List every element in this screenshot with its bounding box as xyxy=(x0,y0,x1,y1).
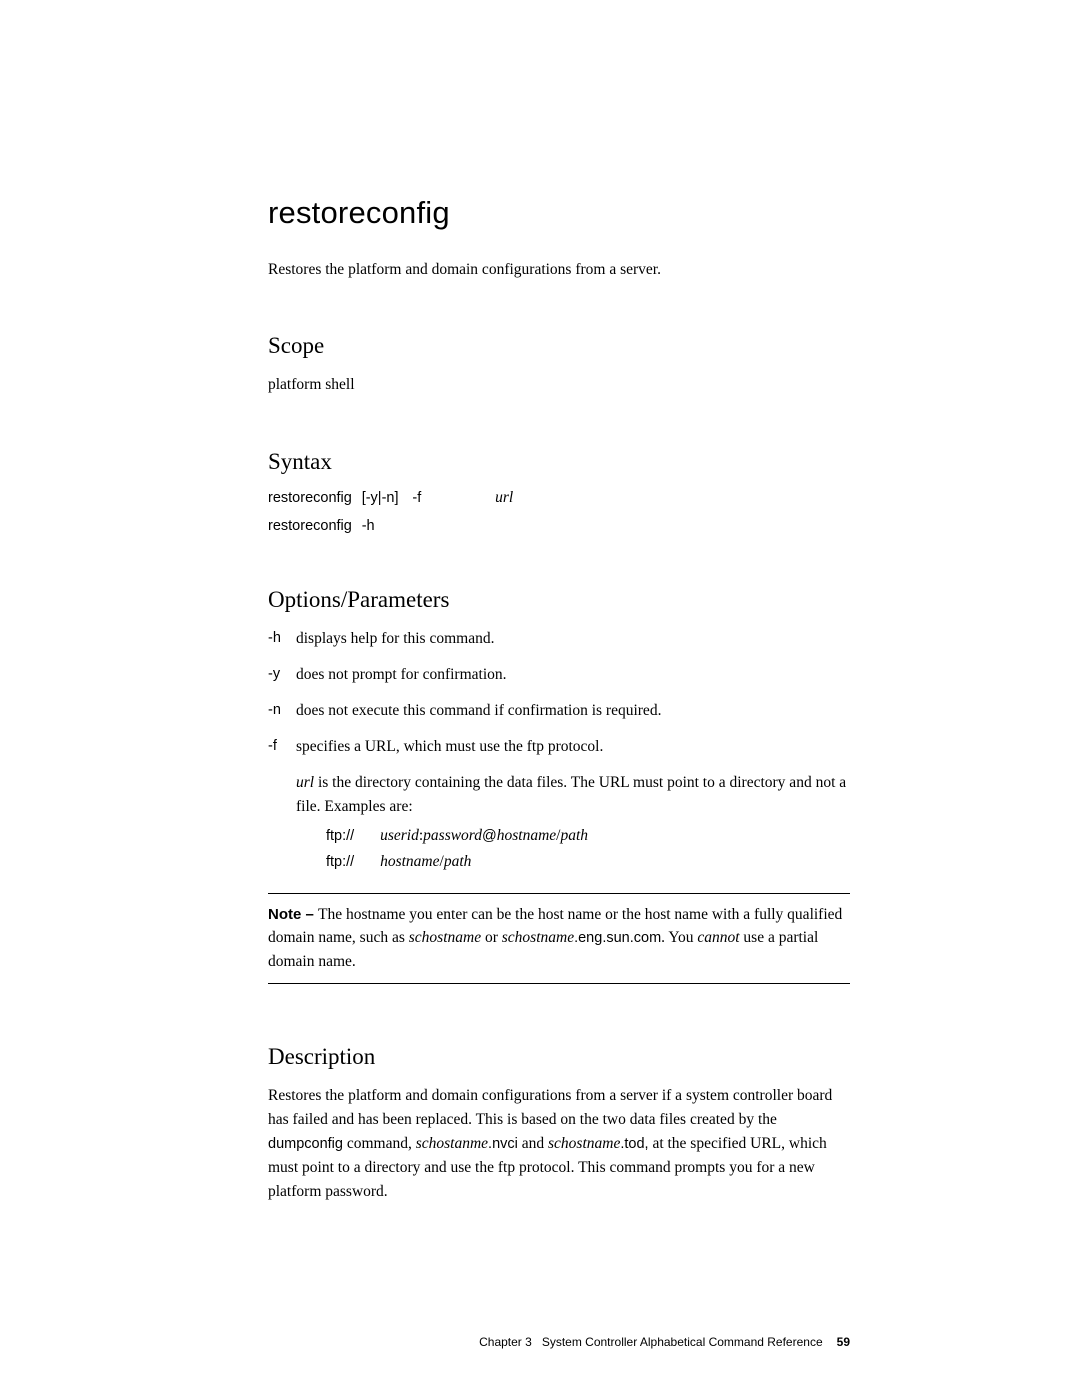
ftp1-path: path xyxy=(560,827,588,844)
note-label: Note – xyxy=(268,906,318,923)
page-footer: Chapter 3 System Controller Alphabetical… xyxy=(479,1335,850,1349)
options-heading: Options/Parameters xyxy=(268,587,850,613)
note-t2: or xyxy=(481,929,502,946)
command-title: restoreconfig xyxy=(268,195,850,231)
syntax-heading: Syntax xyxy=(268,449,850,475)
desc-t1: Restores the platform and domain configu… xyxy=(268,1087,832,1128)
ftp1-prefix: ftp:// xyxy=(326,828,354,844)
scope-text: platform shell xyxy=(268,373,850,397)
note-t3: . You xyxy=(661,929,697,946)
option-y: -y does not prompt for confirmation. xyxy=(268,663,850,687)
desc-f2b: .tod, xyxy=(620,1136,648,1152)
ftp2-path: path xyxy=(444,853,472,870)
syntax-line-2: restoreconfig -h xyxy=(268,517,850,535)
footer-chapter: Chapter 3 xyxy=(479,1335,532,1349)
syntax-url: url xyxy=(495,489,513,506)
option-f: -f specifies a URL, which must use the f… xyxy=(268,735,850,759)
syntax-line-1: restoreconfig [-y|-n] -f url xyxy=(268,489,850,507)
footer-page-number: 59 xyxy=(837,1335,850,1349)
note-cannot: cannot xyxy=(697,929,739,946)
option-n: -n does not execute this command if conf… xyxy=(268,699,850,723)
desc-n: does not execute this command if confirm… xyxy=(296,699,850,723)
page-content: restoreconfig Restores the platform and … xyxy=(0,0,1080,1204)
ftp2-host: hostname xyxy=(380,853,439,870)
ftp1-pass: password xyxy=(423,827,482,844)
desc-dump: dumpconfig xyxy=(268,1136,343,1152)
desc-y: does not prompt for confirmation. xyxy=(296,663,850,687)
flag-y: -y xyxy=(268,663,296,687)
scope-heading: Scope xyxy=(268,333,850,359)
syntax-h-flag: -h xyxy=(362,518,375,534)
note-box: Note – The hostname you enter can be the… xyxy=(268,893,850,985)
note-dom: .eng.sun.com xyxy=(574,930,661,946)
flag-n: -n xyxy=(268,699,296,723)
ftp-example-2: ftp:// hostname/path xyxy=(326,853,850,871)
syntax-f-flag: -f xyxy=(412,490,421,506)
url-desc-rest: is the directory containing the data fil… xyxy=(296,774,846,815)
desc-f1b: .nvci xyxy=(488,1136,518,1152)
intro-text: Restores the platform and domain configu… xyxy=(268,259,850,281)
option-h: -h displays help for this command. xyxy=(268,627,850,651)
desc-f: specifies a URL, which must use the ftp … xyxy=(296,735,850,759)
url-desc: url is the directory containing the data… xyxy=(296,771,850,819)
desc-h: displays help for this command. xyxy=(296,627,850,651)
note-sc2: schostname xyxy=(502,929,574,946)
desc-t3: and xyxy=(518,1135,548,1152)
desc-f1a: schostanme xyxy=(416,1135,488,1152)
ftp-example-1: ftp:// userid:password@hostname/path xyxy=(326,827,850,845)
description-text: Restores the platform and domain configu… xyxy=(268,1084,850,1204)
footer-title: System Controller Alphabetical Command R… xyxy=(542,1335,823,1349)
syntax-cmd: restoreconfig xyxy=(268,490,352,506)
note-sc1: schostname xyxy=(409,929,481,946)
description-heading: Description xyxy=(268,1044,850,1070)
syntax-cmd-2: restoreconfig xyxy=(268,518,352,534)
syntax-flags: [-y|-n] xyxy=(362,490,399,506)
ftp1-user: userid xyxy=(380,827,419,844)
flag-f: -f xyxy=(268,735,296,759)
url-label: url xyxy=(296,774,314,791)
ftp1-at: @ xyxy=(482,828,497,844)
desc-f2a: schostname xyxy=(548,1135,620,1152)
ftp1-host: hostname xyxy=(497,827,556,844)
ftp2-prefix: ftp:// xyxy=(326,854,354,870)
desc-t2: command, xyxy=(343,1135,416,1152)
flag-h: -h xyxy=(268,627,296,651)
